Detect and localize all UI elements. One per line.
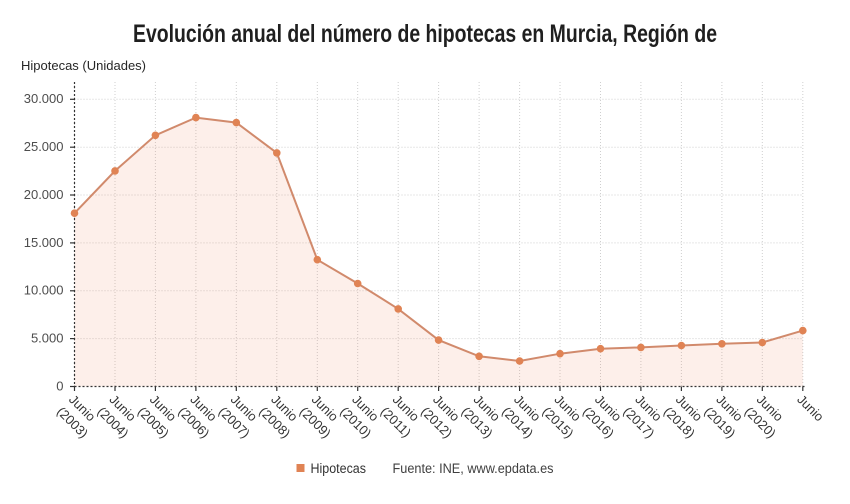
svg-text:30.000: 30.000 — [24, 91, 64, 106]
svg-text:Hipotecas (Unidades): Hipotecas (Unidades) — [21, 58, 146, 73]
svg-text:20.000: 20.000 — [24, 187, 64, 202]
svg-text:25.000: 25.000 — [24, 139, 64, 154]
svg-text:5.000: 5.000 — [31, 331, 64, 346]
svg-text:10.000: 10.000 — [24, 283, 64, 298]
svg-text:15.000: 15.000 — [24, 235, 64, 250]
svg-text:Hipotecas: Hipotecas — [311, 461, 367, 476]
svg-text:Evolución anual del número de: Evolución anual del número de hipotecas … — [133, 20, 717, 48]
svg-text:0: 0 — [56, 378, 63, 393]
svg-text:Fuente: INE, www.epdata.es: Fuente: INE, www.epdata.es — [393, 461, 554, 476]
